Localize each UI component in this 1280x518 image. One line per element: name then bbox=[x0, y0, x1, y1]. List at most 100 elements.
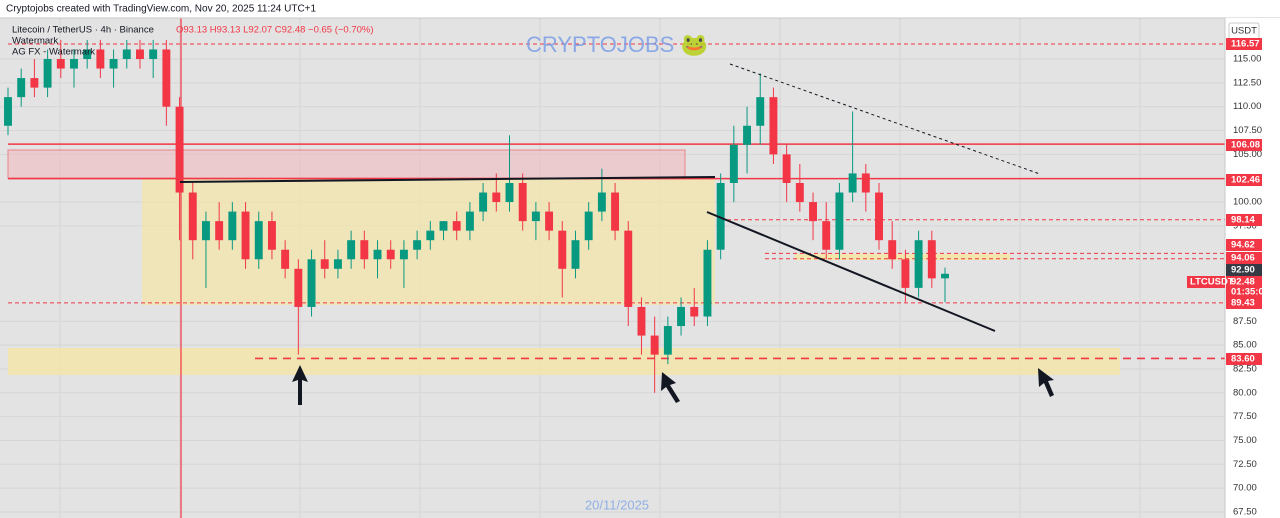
y-tick-label: 105.00 bbox=[1233, 149, 1262, 160]
price-label: 98.14 bbox=[1231, 215, 1255, 226]
y-tick-label: 87.50 bbox=[1233, 316, 1257, 327]
candle-body bbox=[241, 211, 250, 260]
candle-body bbox=[254, 221, 263, 260]
candle-body bbox=[729, 144, 738, 183]
resistance-line bbox=[179, 176, 716, 183]
y-tick-label: 80.00 bbox=[1233, 387, 1257, 398]
candle-body bbox=[201, 221, 210, 241]
candle-body bbox=[848, 173, 857, 193]
candle-body bbox=[149, 49, 158, 60]
y-tick-label: 75.00 bbox=[1233, 435, 1257, 446]
y-tick-label: 115.00 bbox=[1233, 54, 1261, 65]
attribution: Cryptojobs created with TradingView.com,… bbox=[6, 4, 317, 15]
indicator: AG FX - Watermark bbox=[12, 47, 95, 58]
demand-zone bbox=[8, 348, 1120, 375]
y-tick-label: 110.00 bbox=[1233, 101, 1261, 112]
candle-body bbox=[624, 230, 633, 307]
grid bbox=[0, 18, 1225, 518]
candle-body bbox=[439, 221, 448, 231]
price-label-bg bbox=[1226, 297, 1262, 309]
candle-body bbox=[281, 249, 290, 269]
candle-body bbox=[941, 273, 949, 279]
candle-body bbox=[861, 173, 870, 193]
candle-body bbox=[70, 59, 78, 69]
candle-body bbox=[136, 49, 144, 60]
candle-body bbox=[835, 192, 844, 250]
arrow bbox=[1038, 368, 1054, 397]
price-label: 116.57 bbox=[1231, 39, 1260, 50]
price-label: 92.90 bbox=[1231, 265, 1255, 276]
price-label-bg bbox=[1226, 38, 1262, 50]
price-label: 83.60 bbox=[1231, 354, 1255, 365]
candle-body bbox=[545, 211, 554, 231]
candle-body bbox=[769, 97, 778, 155]
price-label: 92.48 bbox=[1231, 277, 1255, 288]
price-label-bg bbox=[1226, 276, 1262, 298]
price-label-bg bbox=[1226, 239, 1262, 251]
y-tick-label: 107.50 bbox=[1233, 125, 1262, 136]
candle-body bbox=[822, 221, 831, 250]
candle-body bbox=[386, 249, 395, 260]
candle-body bbox=[399, 249, 408, 260]
candle-body bbox=[307, 259, 316, 307]
price-label-bg bbox=[1226, 214, 1262, 226]
candle-body bbox=[716, 182, 725, 250]
price-label: 89.43 bbox=[1231, 298, 1255, 309]
candle-body bbox=[347, 240, 356, 260]
candle-body bbox=[584, 211, 593, 241]
price-label: 94.62 bbox=[1231, 240, 1255, 251]
countdown: 01:35:08 bbox=[1231, 287, 1269, 298]
y-tick-label: 67.50 bbox=[1233, 507, 1257, 518]
candles bbox=[4, 39, 949, 393]
candle-body bbox=[413, 240, 422, 250]
candle-body bbox=[518, 182, 527, 222]
candle-body bbox=[531, 211, 540, 222]
watermark: CRYPTOJOBS 🐸 bbox=[526, 32, 708, 57]
candle-body bbox=[743, 125, 752, 145]
price-label-bg bbox=[1226, 139, 1262, 151]
ohlc: O93.13 H93.13 L92.07 C92.48 −0.65 (−0.70… bbox=[176, 25, 374, 36]
price-label-bg bbox=[1226, 353, 1262, 365]
symbol: Litecoin / TetherUS · 4h · Binance bbox=[12, 25, 154, 36]
candle-body bbox=[809, 202, 817, 222]
candle-body bbox=[650, 335, 659, 355]
candle-body bbox=[703, 249, 712, 317]
y-tick-label: 85.00 bbox=[1233, 340, 1257, 351]
candle-body bbox=[373, 249, 382, 260]
candle-body bbox=[888, 240, 897, 260]
y-tick-label: 112.50 bbox=[1233, 77, 1261, 88]
candle-body bbox=[333, 259, 342, 269]
arrow bbox=[661, 372, 680, 403]
y-tick-label: 70.00 bbox=[1233, 483, 1257, 494]
candle-body bbox=[122, 49, 131, 60]
y-tick-label: 72.50 bbox=[1233, 459, 1257, 470]
candle-body bbox=[294, 268, 303, 307]
candle-body bbox=[914, 240, 923, 288]
candle-body bbox=[17, 78, 26, 98]
candle-body bbox=[452, 221, 461, 231]
candle-body bbox=[492, 192, 501, 203]
candle-body bbox=[597, 192, 606, 212]
candle-body bbox=[83, 49, 92, 60]
y-tick-label: 77.50 bbox=[1233, 411, 1257, 422]
candle-body bbox=[690, 306, 699, 317]
candle-body bbox=[426, 230, 435, 241]
candle-body bbox=[479, 192, 488, 212]
y-tick-label: 100.00 bbox=[1233, 197, 1262, 208]
y-tick-label: 82.50 bbox=[1233, 363, 1257, 374]
candle-body bbox=[663, 326, 672, 355]
candle-body bbox=[109, 59, 118, 69]
indicator: Watermark bbox=[12, 36, 58, 47]
candle-body bbox=[30, 78, 39, 88]
candle-body bbox=[175, 106, 184, 193]
candle-body bbox=[360, 240, 369, 260]
descending-trendline bbox=[729, 63, 1041, 175]
currency[interactable]: USDT bbox=[1231, 26, 1257, 37]
candle-body bbox=[637, 306, 646, 336]
candle-body bbox=[56, 59, 65, 69]
support-trendline bbox=[706, 211, 996, 332]
candle-body bbox=[43, 59, 52, 88]
price-label-bg bbox=[1226, 252, 1262, 264]
